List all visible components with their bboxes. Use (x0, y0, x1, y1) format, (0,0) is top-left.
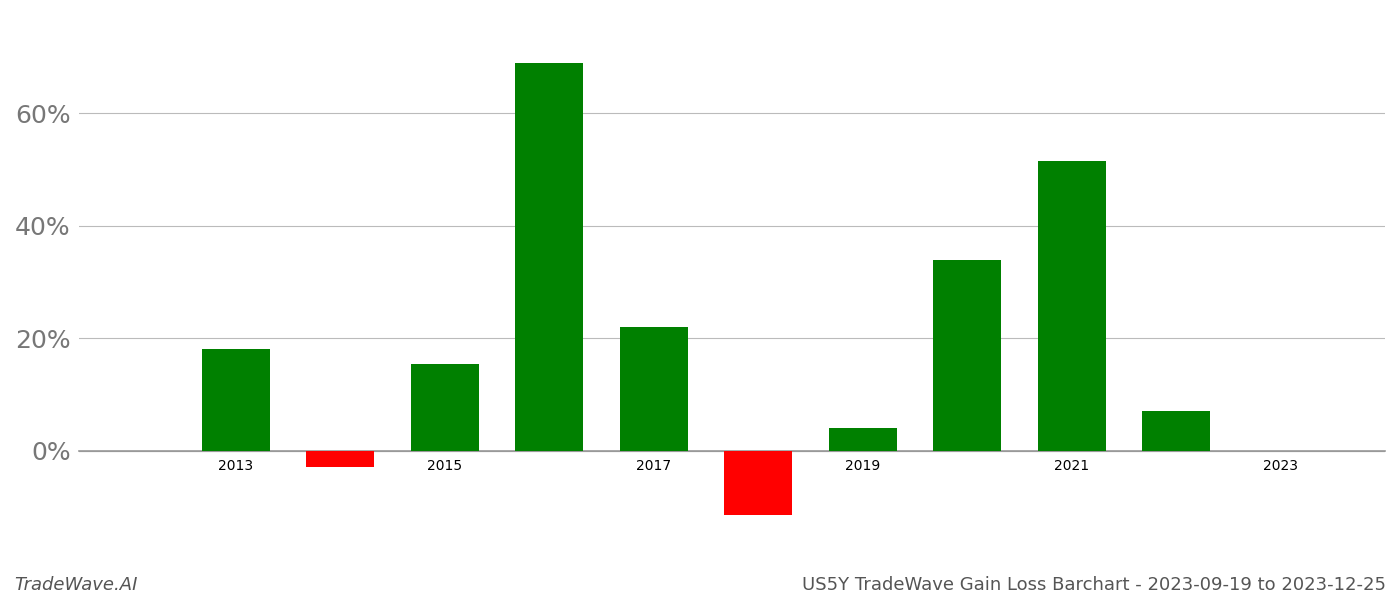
Bar (515, 63, 582, 451)
Bar (620, 327, 687, 451)
Bar (202, 349, 270, 451)
Text: US5Y TradeWave Gain Loss Barchart - 2023-09-19 to 2023-12-25: US5Y TradeWave Gain Loss Barchart - 2023… (802, 576, 1386, 594)
Bar (934, 260, 1001, 451)
Bar (1037, 161, 1106, 451)
Bar (307, 451, 374, 467)
Bar (829, 428, 896, 451)
Bar (1142, 411, 1210, 451)
Bar (410, 364, 479, 451)
Text: TradeWave.AI: TradeWave.AI (14, 576, 137, 594)
Bar (724, 451, 792, 515)
